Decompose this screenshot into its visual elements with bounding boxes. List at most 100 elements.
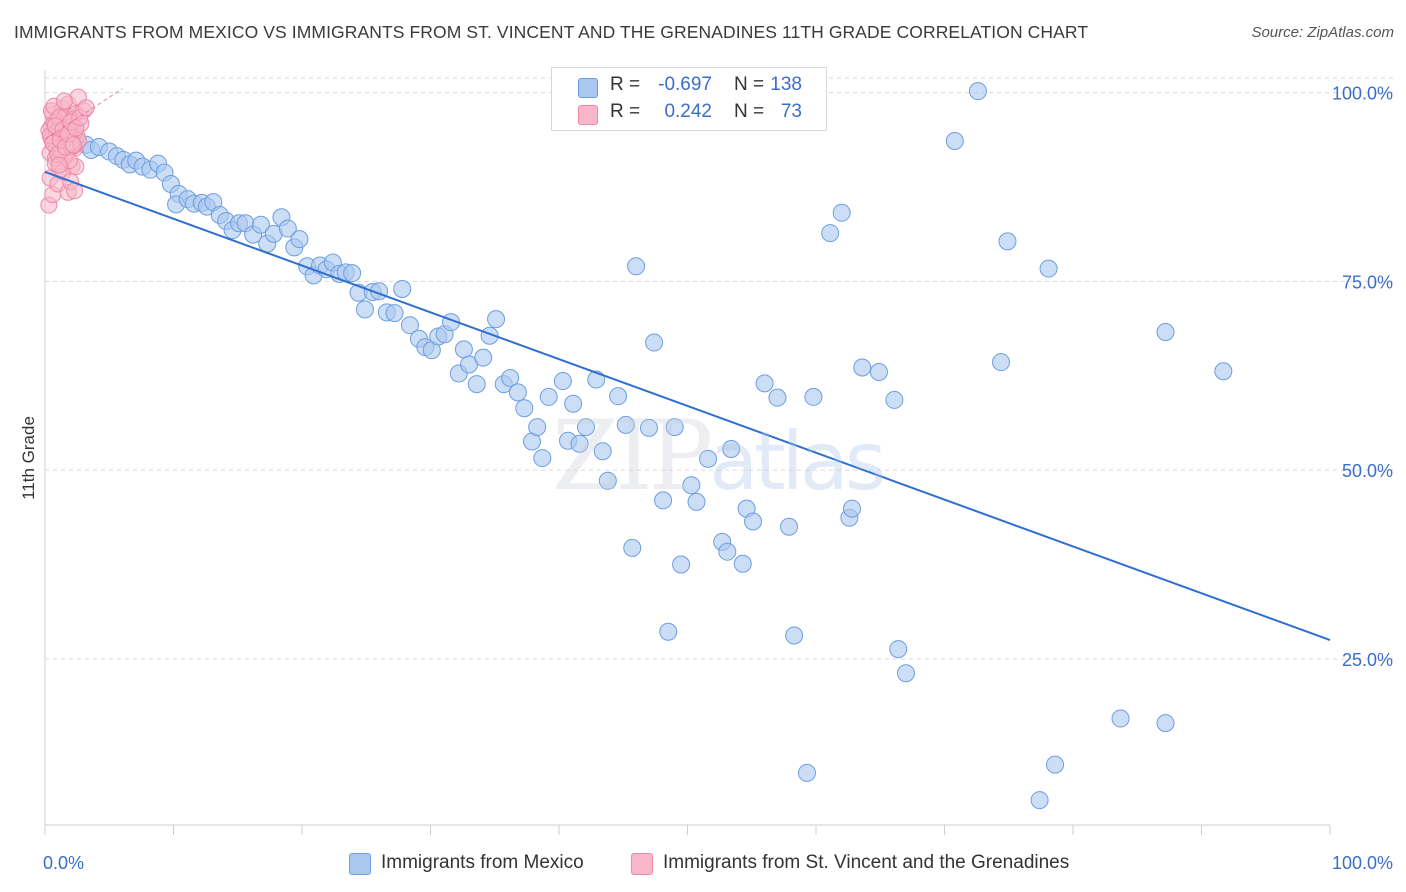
- data-point-mexico: [355, 300, 374, 319]
- legend-r-value-mexico: -0.697: [658, 74, 712, 95]
- data-point-mexico: [290, 230, 309, 249]
- data-point-mexico: [798, 763, 817, 782]
- watermark-zip: ZIP: [552, 400, 713, 512]
- data-point-mexico: [467, 375, 486, 394]
- data-point-mexico: [576, 418, 595, 437]
- data-point-mexico: [609, 387, 628, 406]
- x-tick-label: 0.0%: [43, 853, 84, 873]
- data-point-mexico: [616, 415, 635, 434]
- legend-swatch-mexico: [578, 78, 598, 98]
- data-point-mexico: [474, 348, 493, 367]
- data-point-mexico: [832, 203, 851, 222]
- bottom-legend-label-mexico: Immigrants from Mexico: [381, 852, 584, 873]
- watermark-atlas: atlas: [709, 415, 886, 508]
- data-point-mexico: [699, 449, 718, 468]
- data-point-mexico: [623, 538, 642, 557]
- trend-line-mexico: [44, 170, 1331, 641]
- legend-n-label: N =: [734, 74, 765, 95]
- legend-n-label: N =: [734, 101, 765, 122]
- data-point-mexico: [896, 664, 915, 683]
- watermark: ZIPatlas: [552, 400, 887, 512]
- data-point-mexico: [682, 476, 701, 495]
- data-point-mexico: [992, 353, 1011, 372]
- data-point-mexico: [570, 434, 589, 453]
- trend-lines: [44, 88, 1331, 641]
- data-point-mexico: [487, 310, 506, 329]
- data-point-mexico: [968, 82, 987, 101]
- data-point-st-vincent: [55, 92, 73, 110]
- data-point-mexico: [251, 215, 270, 234]
- legend-r-value-st-vincent: 0.242: [664, 101, 712, 122]
- data-point-mexico: [593, 442, 612, 461]
- legend-swatch-st-vincent: [578, 105, 598, 125]
- data-point-mexico: [885, 390, 904, 409]
- trend-line-st-vincent: [44, 88, 123, 140]
- data-point-mexico: [385, 304, 404, 323]
- data-point-mexico: [785, 626, 804, 645]
- data-point-mexico: [539, 387, 558, 406]
- data-point-mexico: [722, 440, 741, 459]
- y-tick-label: 50.0%: [1342, 461, 1393, 481]
- data-point-mexico: [665, 418, 684, 437]
- data-point-mexico: [1156, 714, 1175, 733]
- stats-legend: R = -0.697 N = 138 R = 0.242 N = 73: [551, 67, 827, 131]
- data-point-mexico: [1039, 259, 1058, 278]
- series-st-vincent: [40, 88, 95, 214]
- data-point-mexico: [553, 372, 572, 391]
- bottom-legend-label-st-vincent: Immigrants from St. Vincent and the Gren…: [663, 852, 1070, 873]
- data-point-mexico: [998, 232, 1017, 251]
- data-point-mexico: [508, 383, 527, 402]
- data-point-mexico: [821, 224, 840, 243]
- legend-n-value-mexico: 138: [770, 74, 802, 95]
- data-point-st-vincent: [64, 136, 82, 154]
- data-point-mexico: [1156, 322, 1175, 341]
- data-point-mexico: [889, 640, 908, 659]
- data-point-mexico: [627, 257, 646, 276]
- data-point-mexico: [768, 388, 787, 407]
- data-point-mexico: [454, 340, 473, 359]
- bottom-legend-swatch-st-vincent: [631, 853, 653, 875]
- data-point-st-vincent: [77, 99, 95, 117]
- data-point-mexico: [400, 316, 419, 335]
- legend-r-label: R =: [610, 74, 641, 95]
- legend-r-label: R =: [610, 101, 641, 122]
- data-point-mexico: [343, 264, 362, 283]
- data-point-mexico: [278, 219, 297, 238]
- data-point-mexico: [528, 418, 547, 437]
- data-point-mexico: [393, 279, 412, 298]
- data-point-mexico: [733, 554, 752, 573]
- legend-n-value-st-vincent: 73: [780, 101, 802, 122]
- data-point-mexico: [1046, 755, 1065, 774]
- grid-lines: [45, 77, 1395, 660]
- data-point-mexico: [1214, 362, 1233, 381]
- y-tick-label: 75.0%: [1342, 272, 1393, 292]
- data-point-st-vincent: [50, 156, 68, 174]
- data-point-mexico: [639, 418, 658, 437]
- source-credit: Source: ZipAtlas.com: [1251, 24, 1394, 41]
- chart-title: IMMIGRANTS FROM MEXICO VS IMMIGRANTS FRO…: [14, 22, 1089, 42]
- data-point-mexico: [869, 363, 888, 381]
- bottom-legend-swatch-mexico: [349, 853, 371, 875]
- data-point-mexico: [659, 622, 678, 641]
- tick-labels: 25.0% 50.0% 75.0% 100.0% 0.0% 100.0%: [43, 84, 1393, 873]
- data-point-mexico: [755, 374, 774, 393]
- data-point-mexico: [654, 491, 673, 510]
- y-tick-label: 100.0%: [1332, 84, 1393, 104]
- data-point-mexico: [718, 542, 737, 561]
- data-point-mexico: [842, 499, 861, 518]
- data-point-mexico: [645, 333, 664, 352]
- data-point-mexico: [945, 131, 964, 150]
- data-point-mexico: [780, 517, 799, 536]
- data-point-mexico: [687, 492, 706, 511]
- data-point-mexico: [1111, 709, 1130, 728]
- data-point-mexico: [744, 512, 763, 531]
- data-point-mexico: [515, 399, 534, 418]
- data-point-mexico: [804, 387, 823, 406]
- data-point-mexico: [564, 394, 583, 413]
- data-point-mexico: [501, 369, 520, 388]
- data-point-mexico: [1030, 791, 1049, 810]
- x-tick-label: 100.0%: [1332, 853, 1393, 873]
- y-axis-label: 11th Grade: [19, 416, 38, 500]
- y-tick-label: 25.0%: [1342, 650, 1393, 670]
